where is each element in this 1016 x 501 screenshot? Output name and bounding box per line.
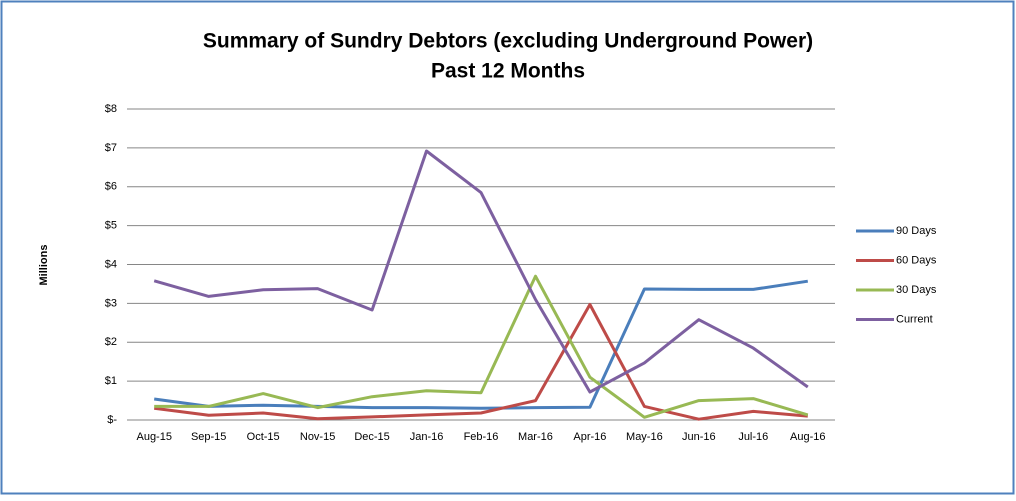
y-tick-label: $- [107,414,117,426]
x-tick-label: May-16 [626,431,663,443]
x-tick-label: Oct-15 [247,431,280,443]
x-tick-label: Aug-15 [136,431,171,443]
y-axis-label: Millions [38,245,50,286]
legend-label: 30 Days [896,284,937,296]
y-tick-label: $7 [105,142,117,154]
x-tick-label: Aug-16 [790,431,825,443]
chart-subtitle: Past 12 Months [431,60,585,83]
legend-label: 60 Days [896,254,937,266]
y-tick-label: $5 [105,220,117,232]
legend-label: Current [896,313,933,325]
series-line [154,274,809,419]
y-tick-label: $3 [105,297,117,309]
y-tick-label: $1 [105,375,117,387]
series-line [154,303,808,421]
series-line [153,279,809,410]
y-tick-label: $8 [105,103,117,115]
y-tick-label: $6 [105,181,117,193]
y-tick-label: $2 [105,336,117,348]
x-tick-label: Sep-15 [191,431,226,443]
x-tick-label: Dec-15 [354,431,389,443]
x-tick-label: Jul-16 [738,431,768,443]
x-tick-label: Jun-16 [682,431,716,443]
x-tick-label: Apr-16 [573,431,606,443]
y-tick-label: $4 [105,258,117,270]
chart-title: Summary of Sundry Debtors (excluding Und… [203,30,813,53]
legend-label: 90 Days [896,225,937,237]
x-tick-label: Mar-16 [518,431,553,443]
x-tick-label: Nov-15 [300,431,335,443]
x-tick-label: Jan-16 [410,431,444,443]
series-line [153,149,809,394]
x-tick-label: Feb-16 [464,431,499,443]
